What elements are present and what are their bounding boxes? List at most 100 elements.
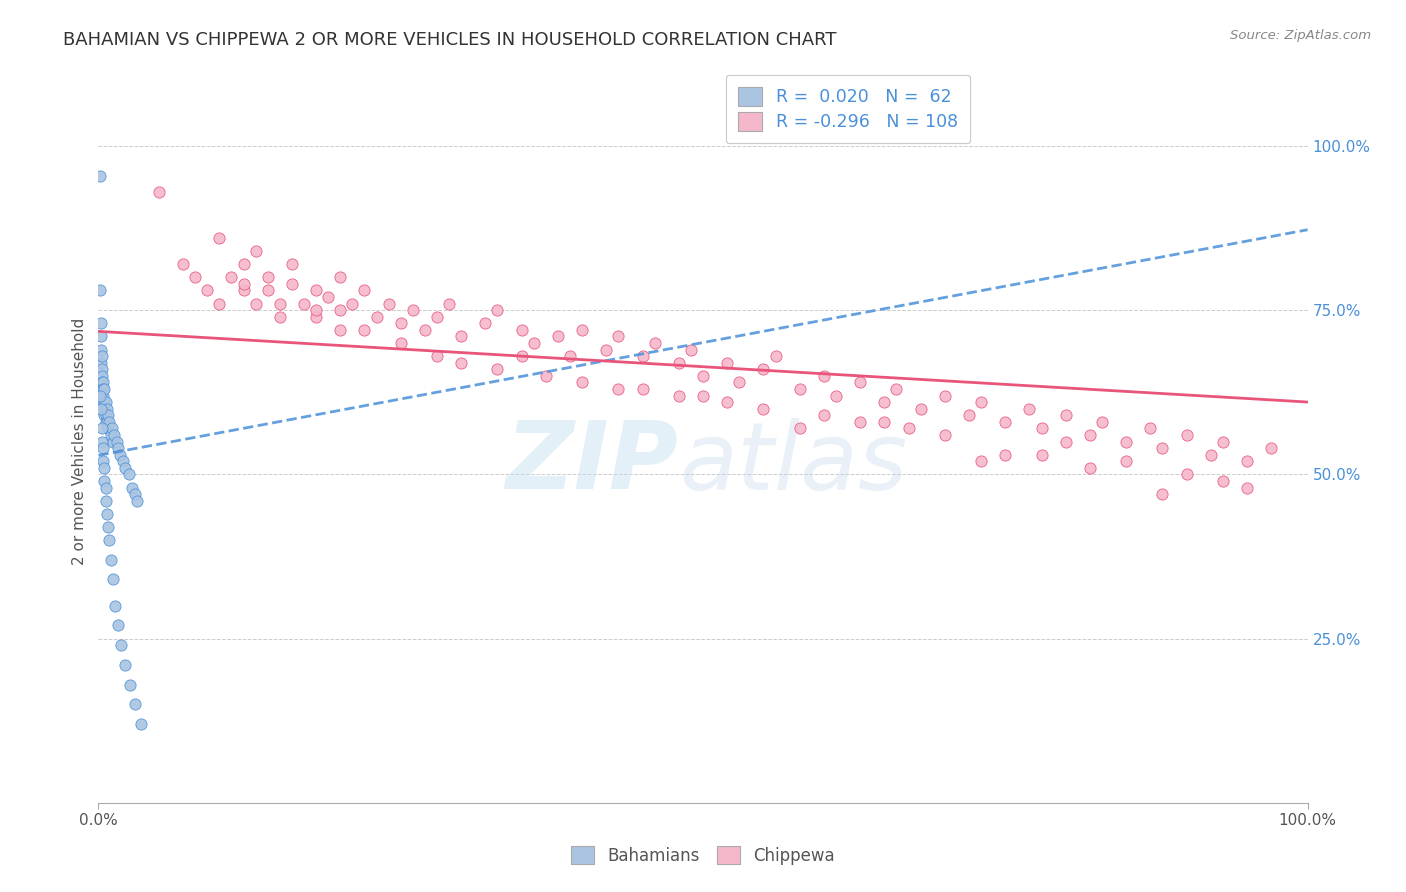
Point <box>91 454 114 468</box>
Point <box>813 368 835 383</box>
Point <box>366 310 388 324</box>
Text: ZIP: ZIP <box>506 417 679 509</box>
Point <box>668 356 690 370</box>
Point <box>90 316 112 330</box>
Point <box>402 303 425 318</box>
Point <box>91 441 114 455</box>
Point <box>93 382 115 396</box>
Point <box>89 169 111 183</box>
Point <box>94 481 117 495</box>
Point <box>849 376 872 390</box>
Point <box>101 573 124 587</box>
Point <box>1212 434 1234 449</box>
Point <box>114 460 136 475</box>
Point <box>486 303 509 318</box>
Point <box>1115 434 1137 449</box>
Point <box>377 296 399 310</box>
Point <box>98 415 121 429</box>
Point <box>98 533 121 547</box>
Point <box>91 382 114 396</box>
Point <box>679 343 702 357</box>
Point <box>1091 415 1114 429</box>
Point <box>97 409 120 423</box>
Legend: R =  0.020   N =  62, R = -0.296   N = 108: R = 0.020 N = 62, R = -0.296 N = 108 <box>725 75 970 144</box>
Point <box>571 376 593 390</box>
Point <box>571 323 593 337</box>
Point <box>93 474 115 488</box>
Point <box>1236 454 1258 468</box>
Point <box>90 356 112 370</box>
Point <box>1139 421 1161 435</box>
Point <box>118 467 141 482</box>
Point <box>510 323 533 337</box>
Point <box>595 343 617 357</box>
Point <box>329 323 352 337</box>
Point <box>94 493 117 508</box>
Point <box>90 401 112 416</box>
Point <box>329 303 352 318</box>
Point <box>389 316 412 330</box>
Point <box>89 388 111 402</box>
Point <box>100 428 122 442</box>
Point <box>437 296 460 310</box>
Point <box>1260 441 1282 455</box>
Point <box>789 382 811 396</box>
Point <box>184 270 207 285</box>
Point <box>91 395 114 409</box>
Point <box>631 382 654 396</box>
Point <box>93 409 115 423</box>
Point <box>994 448 1017 462</box>
Point <box>426 310 449 324</box>
Point <box>292 296 315 310</box>
Point <box>1175 428 1198 442</box>
Point <box>208 296 231 310</box>
Point <box>281 257 304 271</box>
Point <box>607 329 630 343</box>
Point <box>970 454 993 468</box>
Point <box>269 296 291 310</box>
Point <box>127 493 149 508</box>
Point <box>692 368 714 383</box>
Point <box>110 638 132 652</box>
Point <box>668 388 690 402</box>
Point <box>1031 421 1053 435</box>
Point <box>1018 401 1040 416</box>
Point <box>118 677 141 691</box>
Point <box>413 323 436 337</box>
Point <box>208 231 231 245</box>
Point <box>105 434 128 449</box>
Point <box>97 421 120 435</box>
Point <box>96 401 118 416</box>
Point <box>450 356 472 370</box>
Point <box>316 290 339 304</box>
Point <box>96 415 118 429</box>
Point <box>1175 467 1198 482</box>
Point <box>813 409 835 423</box>
Point <box>631 349 654 363</box>
Point <box>873 395 896 409</box>
Point <box>1236 481 1258 495</box>
Point <box>1152 441 1174 455</box>
Point <box>716 356 738 370</box>
Point <box>101 434 124 449</box>
Point <box>450 329 472 343</box>
Point <box>107 618 129 632</box>
Point <box>486 362 509 376</box>
Point <box>129 717 152 731</box>
Point <box>934 428 956 442</box>
Point <box>692 388 714 402</box>
Point <box>94 415 117 429</box>
Point <box>1031 448 1053 462</box>
Point <box>124 487 146 501</box>
Point <box>96 507 118 521</box>
Point <box>534 368 557 383</box>
Point <box>107 441 129 455</box>
Point <box>90 343 112 357</box>
Point <box>1078 428 1101 442</box>
Point <box>426 349 449 363</box>
Point <box>245 244 267 258</box>
Point <box>232 277 254 291</box>
Point <box>305 284 328 298</box>
Point <box>103 428 125 442</box>
Y-axis label: 2 or more Vehicles in Household: 2 or more Vehicles in Household <box>72 318 87 566</box>
